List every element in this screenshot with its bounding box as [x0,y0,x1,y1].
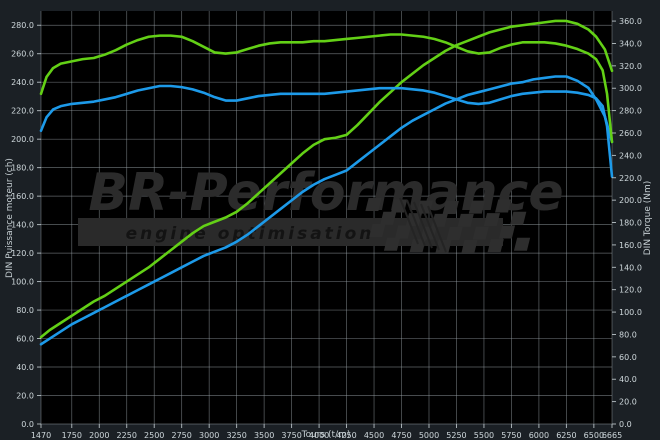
y-right-tick-label: 360.0 [619,17,642,26]
y-left-tick-label: 180.0 [11,164,34,173]
checkered-flag-icon [365,197,531,253]
x-tick-label: 4500 [364,431,384,440]
y-right-tick-label: 40.0 [619,375,637,384]
y-right-tick-label: 140.0 [619,263,642,272]
y-right-tick-label: 100.0 [619,308,642,317]
x-tick-label: 2750 [172,431,192,440]
x-tick-label: 5000 [419,431,439,440]
y-axis-left-title: DIN Puissance moteur (ch) [5,158,15,278]
y-left-tick-label: 160.0 [11,192,34,201]
y-left-tick-label: 80.0 [16,306,34,315]
watermark-brand: BR-Performance [88,163,563,223]
y-right-tick-label: 340.0 [619,39,642,48]
curve-torque-blue [39,84,614,178]
x-tick-label: 1750 [62,431,82,440]
x-tick-label: 4750 [391,431,411,440]
watermark: BR-Performance engine optimisation [78,163,564,253]
x-tick-label: 3750 [281,431,301,440]
y-right-tick-label: 60.0 [619,353,637,362]
x-tick-label: 3500 [254,431,274,440]
x-tick-label: 4250 [336,431,356,440]
y-left-tick-label: 60.0 [16,335,34,344]
x-tick-label: 2250 [117,431,137,440]
y-right-tick-label: 280.0 [619,107,642,116]
axes: 0.0 20.0 40.0 60.0 80.0 100.0 120.0 140.0 160.0 1… [11,17,642,440]
y-axis-right-title: DIN Torque (Nm) [643,181,653,256]
y-left-tick-label: 280.0 [11,21,34,30]
curve-power-blue [39,75,614,346]
y-right-tick-label: 180.0 [619,219,642,228]
x-tick-label: 4000 [309,431,329,440]
x-tick-label: 5250 [446,431,466,440]
y-left-tick-label: 100.0 [11,278,34,287]
y-left-tick-label: 240.0 [11,78,34,87]
y-right-tick-label: 80.0 [619,330,637,339]
y-right-tick-label: 240.0 [619,151,642,160]
x-tick-label: 5500 [474,431,494,440]
y-right-tick-label: 160.0 [619,241,642,250]
y-right-tick-label: 120.0 [619,286,642,295]
y-right-tick-label: 260.0 [619,129,642,138]
x-axis-title: Tours (t/m) [301,430,351,440]
y-right-tick-label: 20.0 [619,398,637,407]
x-tick-label: 6500 [584,431,604,440]
y-left-tick-label: 120.0 [11,249,34,258]
x-tick-label: 1470 [31,431,51,440]
y-right-tick-label: 200.0 [619,196,642,205]
y-right-tick-label: 0.0 [619,420,632,429]
x-tick-label: 6250 [556,431,576,440]
x-tick-label: 2500 [144,431,164,440]
y-left-tick-label: 200.0 [11,135,34,144]
x-tick-label: 5750 [501,431,521,440]
data-curves [39,19,614,346]
x-tick-label: 3250 [226,431,246,440]
x-tick-label: 6000 [529,431,549,440]
curve-torque-green [39,33,614,144]
curve-power-green [39,19,614,339]
y-left-tick-label: 20.0 [16,392,34,401]
x-tick-label: 6665 [602,431,622,440]
y-left-tick-label: 260.0 [11,50,34,59]
y-left-tick-label: 140.0 [11,221,34,230]
y-right-tick-label: 220.0 [619,174,642,183]
x-tick-label: 3000 [199,431,219,440]
y-right-tick-label: 320.0 [619,62,642,71]
x-tick-label: 2000 [89,431,109,440]
y-left-tick-label: 220.0 [11,107,34,116]
y-left-tick-label: 0.0 [21,420,34,429]
y-left-tick-label: 40.0 [16,363,34,372]
y-right-tick-label: 300.0 [619,84,642,93]
